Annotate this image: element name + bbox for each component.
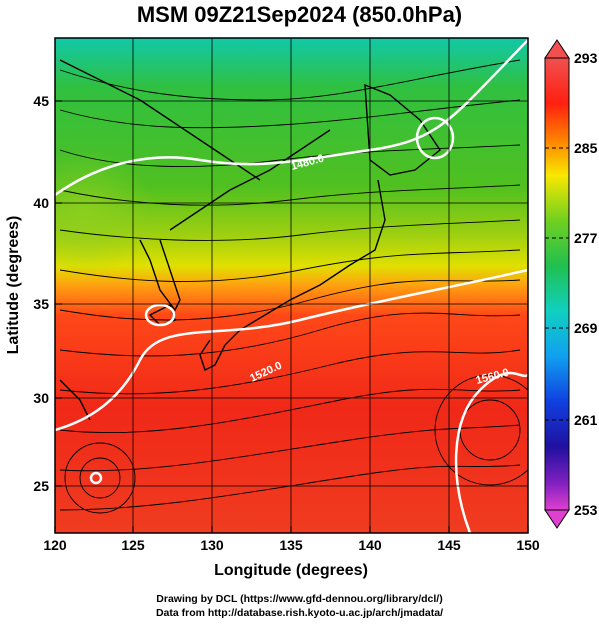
temperature-field: 1480.0 1520.0 1560.0 <box>55 38 528 533</box>
credit-drawing: Drawing by DCL (https://www.gfd-dennou.o… <box>156 593 443 605</box>
colorbar-tick-label: 253 <box>574 502 598 518</box>
x-axis-label: Longitude (degrees) <box>214 562 368 579</box>
y-tick-label: 25 <box>33 478 49 494</box>
grid-lines <box>55 38 528 533</box>
credits: Drawing by DCL (https://www.gfd-dennou.o… <box>0 592 599 620</box>
credit-data: Data from http://database.rish.kyoto-u.a… <box>155 607 444 619</box>
y-axis-label: Latitude (degrees) <box>5 216 22 355</box>
streamlines <box>59 59 528 514</box>
y-tick-label: 45 <box>33 93 49 109</box>
y-tick-label: 35 <box>33 296 49 312</box>
y-tick-labels: 25 30 35 40 45 <box>33 93 49 494</box>
x-tick-label: 150 <box>516 537 540 553</box>
colorbar-tick-label: 277 <box>574 230 598 246</box>
x-tick-label: 145 <box>437 537 461 553</box>
x-tick-label: 135 <box>279 537 303 553</box>
x-tick-label: 125 <box>121 537 145 553</box>
colorbar: 293 285 277 269 261 253 <box>544 39 598 529</box>
y-tick-label: 30 <box>33 390 49 406</box>
tick-marks <box>54 100 529 533</box>
colorbar-tick-label: 261 <box>574 412 598 428</box>
x-tick-label: 140 <box>358 537 382 553</box>
colorbar-tick-label: 293 <box>574 50 598 66</box>
colorbar-tick-label: 269 <box>574 320 598 336</box>
height-contours <box>55 39 528 533</box>
x-tick-label: 130 <box>200 537 224 553</box>
y-tick-label: 40 <box>33 195 49 211</box>
colorbar-tick-label: 285 <box>574 140 598 156</box>
page-title: MSM 09Z21Sep2024 (850.0hPa) <box>136 2 463 27</box>
x-tick-labels: 120 125 130 135 140 145 150 <box>43 537 540 553</box>
coastline <box>59 59 441 421</box>
x-tick-label: 120 <box>43 537 67 553</box>
